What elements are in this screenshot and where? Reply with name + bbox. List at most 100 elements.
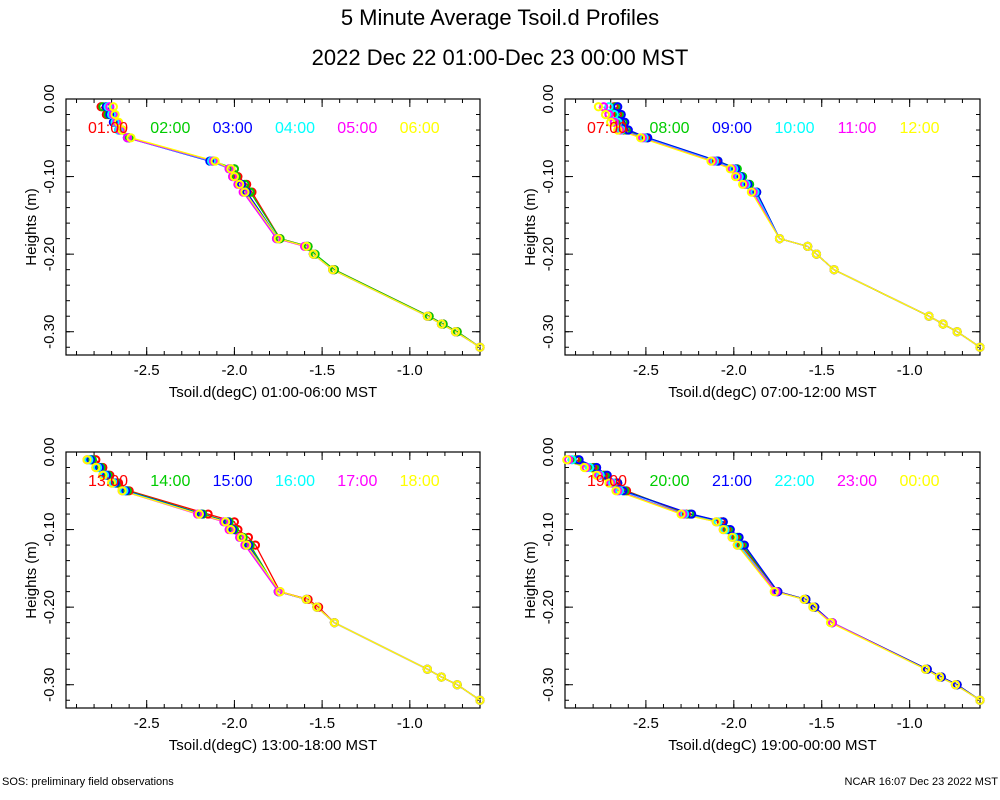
data-point [975,695,985,705]
x-tick-label: -1.5 [309,362,335,379]
plot-frame [564,98,981,356]
legend-entry: 04:00 [275,120,315,137]
legend-entry: 11:00 [838,120,877,137]
y-tick-label: -0.10 [540,512,557,546]
data-point [226,524,236,535]
y-tick-label: -0.20 [540,590,557,624]
data-point [312,602,322,612]
x-tick-label: -1.0 [897,362,923,379]
data-point [475,695,485,705]
x-tick-label: -2.5 [633,362,659,379]
y-axis-label: Heights (m) [522,541,539,619]
y-axis-label: Heights (m) [23,188,40,266]
data-point [126,133,136,143]
data-point [114,117,124,127]
legend-entry: 07:00 [587,120,627,137]
series-line-14:00 [91,459,481,701]
series-line-13:00 [95,459,481,701]
data-point [98,470,108,480]
legend-entry: 14:00 [150,473,190,490]
data-point [117,125,127,135]
y-tick-label: -0.10 [41,159,58,193]
x-tick-label: -1.0 [397,715,423,732]
y-tick-label: -0.10 [540,159,557,193]
y-tick-label: -0.30 [41,315,58,349]
data-point [950,680,960,690]
series-line-01:00 [100,106,481,348]
data-point [82,455,92,465]
data-point [242,540,252,550]
legend-entry: 03:00 [213,120,253,137]
data-point [738,179,748,189]
y-tick-label: -0.20 [41,237,58,271]
data-point [920,664,931,674]
series-line-06:00 [112,106,481,348]
y-axis-label: Heights (m) [522,188,539,266]
y-tick-label: -0.30 [540,668,557,702]
data-point [452,680,462,690]
y-axis-label: Heights (m) [23,541,40,619]
series-line-21:00 [578,459,981,701]
plot-frame [564,451,981,709]
data-point [235,179,245,189]
data-point [829,265,839,275]
data-point [711,517,721,527]
data-point [774,234,785,244]
data-point [636,133,646,143]
y-tick-label: 0.00 [540,84,557,113]
data-point [91,462,101,473]
data-point [613,102,623,112]
data-point [122,133,132,143]
legend-entry: 21:00 [712,473,752,490]
series-line-07:00 [613,106,981,348]
legend-entry: 19:00 [587,473,627,490]
data-point [799,594,809,604]
legend-entry: 18:00 [400,473,440,490]
data-point [275,587,285,597]
data-point [273,234,283,244]
x-tick-label: -1.5 [309,715,335,732]
x-tick-label: -1.5 [809,715,835,732]
data-point [613,125,623,135]
data-point [194,509,204,519]
data-point [329,618,339,628]
data-point [107,478,117,488]
data-point [592,470,602,480]
data-point [746,187,756,197]
legend-entry: 09:00 [712,120,752,137]
data-point [226,164,236,174]
series-line-15:00 [90,459,481,701]
data-point [811,249,822,259]
data-point [600,109,611,120]
series-line-08:00 [615,106,981,348]
data-point [924,311,934,321]
data-point [567,455,577,465]
data-point [604,478,614,488]
data-point [803,241,813,251]
data-point [301,241,311,251]
y-tick-label: -0.10 [41,512,58,546]
data-point [436,672,447,682]
data-point [422,664,432,674]
legend-entry: 06:00 [400,120,440,137]
data-point [562,455,572,465]
y-tick-label: -0.30 [540,315,557,349]
legend-entry: 13:00 [88,473,128,490]
legend-entry: 02:00 [150,120,190,137]
y-tick-label: 0.00 [41,437,58,466]
x-tick-label: -1.5 [809,362,835,379]
y-tick-label: -0.30 [41,668,58,702]
data-point [725,164,735,174]
y-tick-label: -0.20 [41,590,58,624]
x-tick-label: -2.5 [134,715,160,732]
data-point [732,540,742,550]
data-point [585,462,595,473]
data-point [730,171,741,182]
data-point [579,462,589,473]
footer-note: SOS: preliminary field observations [2,776,174,788]
data-point [676,509,686,519]
legend-entry: 22:00 [774,473,814,490]
x-tick-label: -1.0 [397,362,423,379]
data-point [236,532,247,542]
chart-subtitle: 2022 Dec 22 01:00-Dec 23 00:00 MST [311,45,689,70]
